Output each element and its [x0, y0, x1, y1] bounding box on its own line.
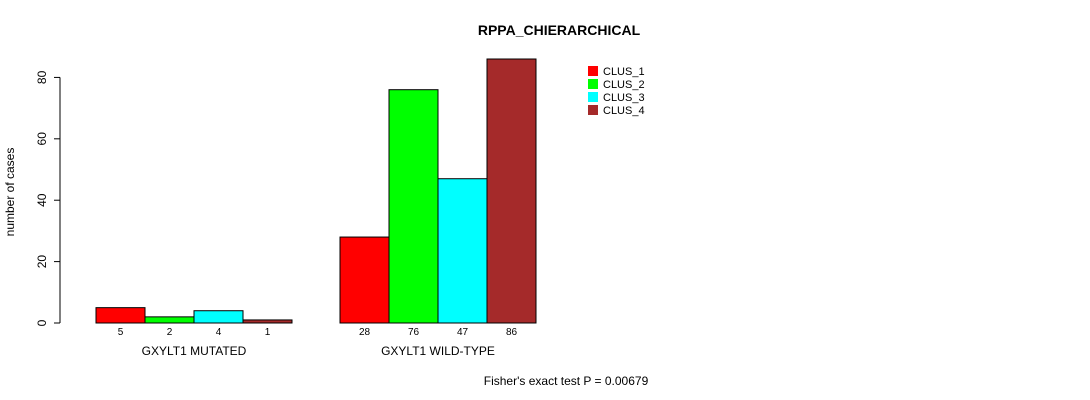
- fisher-test-footnote: Fisher's exact test P = 0.00679: [484, 374, 649, 388]
- bar-clus_3-mutated: [193, 310, 244, 324]
- bar-count-label: 4: [216, 327, 222, 338]
- legend-label: CLUS_1: [603, 66, 645, 78]
- legend-swatch-clus_2: [588, 79, 598, 89]
- bar-clus_3-wild-type: [437, 178, 488, 324]
- bar-count-label: 28: [359, 327, 371, 338]
- bar-clus_1-mutated: [95, 307, 146, 324]
- legend-label: CLUS_2: [603, 79, 645, 91]
- legend-swatch-clus_3: [588, 92, 598, 102]
- bar-count-label: 86: [506, 327, 518, 338]
- bar-clus_2-mutated: [144, 316, 195, 324]
- bar-clus_4-mutated: [242, 319, 293, 324]
- legend-label: CLUS_3: [603, 92, 645, 104]
- y-tick-label: 0: [35, 319, 49, 326]
- group-label: GXYLT1 WILD-TYPE: [381, 344, 495, 358]
- legend-swatch-clus_1: [588, 66, 598, 76]
- y-tick-label: 80: [35, 70, 49, 84]
- bar-count-label: 47: [457, 327, 469, 338]
- group-label: GXYLT1 MUTATED: [142, 344, 247, 358]
- bar-clus_4-wild-type: [486, 58, 537, 324]
- bar-clus_2-wild-type: [388, 89, 439, 324]
- group-labels: GXYLT1 MUTATED GXYLT1 WILD-TYPE: [142, 344, 495, 358]
- bar-clus_1-wild-type: [339, 236, 390, 324]
- chart-title: RPPA_CHIERARCHICAL: [478, 22, 641, 38]
- bar-count-label: 76: [408, 327, 420, 338]
- y-tick-label: 60: [35, 132, 49, 146]
- bar-count-label: 2: [167, 327, 173, 338]
- y-axis-label: number of cases: [3, 148, 17, 237]
- y-tick-label: 20: [35, 255, 49, 269]
- y-tick-label: 40: [35, 193, 49, 207]
- bar-count-label: 5: [118, 327, 124, 338]
- bars: [95, 58, 537, 324]
- bar-count-label: 1: [265, 327, 271, 338]
- legend-label: CLUS_4: [603, 105, 645, 117]
- y-axis: 0 20 40 60 80: [35, 70, 61, 326]
- legend-swatch-clus_4: [588, 105, 598, 115]
- bar-value-labels: 5 2 4 1 28 76 47 86: [118, 327, 518, 338]
